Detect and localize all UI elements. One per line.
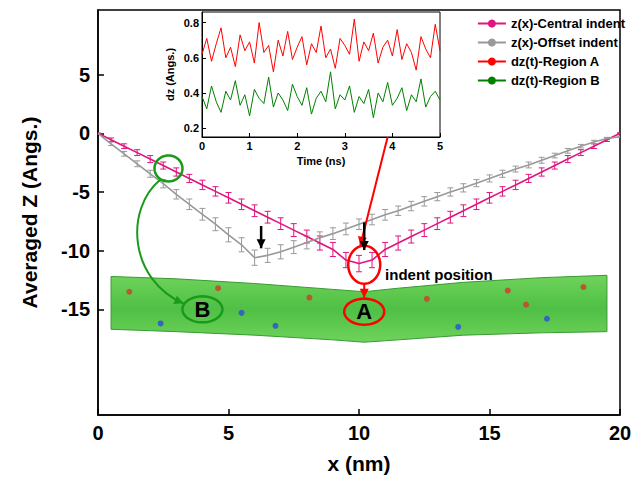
svg-text:-15: -15 bbox=[61, 298, 90, 320]
svg-text:0: 0 bbox=[92, 422, 103, 444]
svg-text:A: A bbox=[356, 299, 372, 324]
svg-text:0.4: 0.4 bbox=[184, 87, 200, 99]
svg-text:20: 20 bbox=[609, 422, 631, 444]
svg-text:dz (Angs.): dz (Angs.) bbox=[164, 48, 176, 101]
svg-text:10: 10 bbox=[348, 422, 370, 444]
svg-text:-5: -5 bbox=[72, 181, 90, 203]
svg-text:Time (ns): Time (ns) bbox=[297, 155, 346, 167]
svg-text:4: 4 bbox=[389, 140, 396, 152]
svg-text:dz(t)-Region B: dz(t)-Region B bbox=[511, 73, 600, 88]
svg-text:B: B bbox=[194, 297, 210, 322]
svg-text:1: 1 bbox=[247, 140, 253, 152]
svg-text:-10: -10 bbox=[61, 240, 90, 262]
svg-text:0.8: 0.8 bbox=[184, 17, 199, 29]
svg-text:3: 3 bbox=[342, 140, 348, 152]
svg-text:15: 15 bbox=[478, 422, 500, 444]
svg-text:0: 0 bbox=[199, 140, 205, 152]
svg-text:z(x)-Central indent: z(x)-Central indent bbox=[511, 16, 626, 31]
svg-text:indent position: indent position bbox=[385, 266, 492, 283]
svg-text:Averaged Z (Angs.): Averaged Z (Angs.) bbox=[18, 117, 41, 309]
svg-text:dz(t)-Region A: dz(t)-Region A bbox=[511, 54, 600, 69]
svg-text:5: 5 bbox=[223, 422, 234, 444]
svg-text:0.6: 0.6 bbox=[184, 52, 199, 64]
svg-text:0.2: 0.2 bbox=[184, 122, 199, 134]
svg-text:2: 2 bbox=[294, 140, 300, 152]
svg-text:x (nm): x (nm) bbox=[328, 452, 391, 475]
svg-text:5: 5 bbox=[437, 140, 443, 152]
svg-text:z(x)-Offset indent: z(x)-Offset indent bbox=[511, 35, 619, 50]
svg-text:5: 5 bbox=[79, 64, 90, 86]
svg-text:0: 0 bbox=[79, 122, 90, 144]
